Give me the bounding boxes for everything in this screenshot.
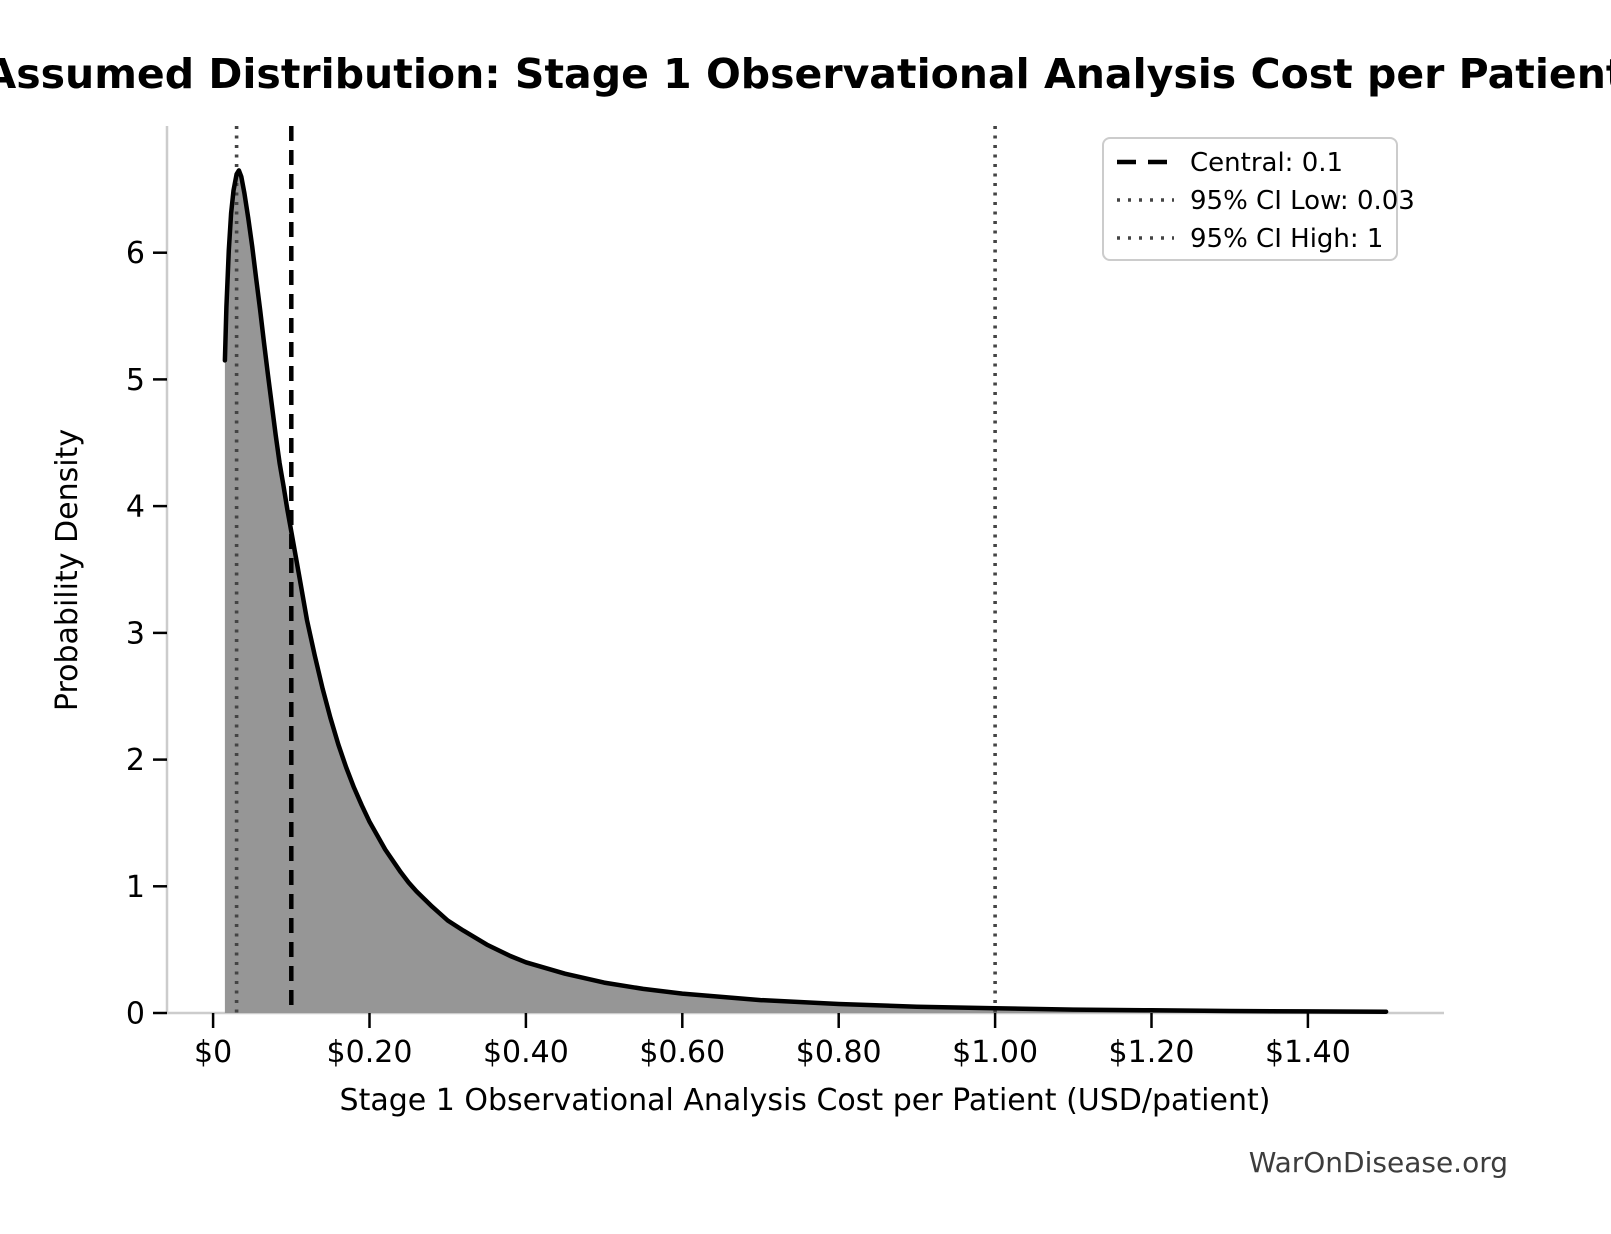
x-tick-label: $0.80: [796, 1035, 882, 1070]
y-tick-label: 1: [126, 870, 145, 905]
x-axis-label: Stage 1 Observational Analysis Cost per …: [340, 1083, 1271, 1118]
legend: Central: 0.1 95% CI Low: 0.03 95% CI Hig…: [1102, 137, 1415, 261]
x-tick-label: $1.00: [952, 1035, 1038, 1070]
y-tick: 0: [126, 997, 167, 1032]
chart-title: Assumed Distribution: Stage 1 Observatio…: [0, 50, 1611, 98]
x-tick: $0.60: [639, 1013, 725, 1070]
legend-entry-ci-high: 95% CI High: 1: [1190, 224, 1383, 254]
legend-entry-central: Central: 0.1: [1190, 148, 1343, 178]
y-tick-label: 6: [126, 236, 145, 271]
y-tick-label: 3: [126, 616, 145, 651]
y-tick-label: 4: [126, 490, 145, 525]
x-tick: $1.00: [952, 1013, 1038, 1070]
x-axis-ticks: $0 $0.20 $0.40 $0.60 $0.80 $1.00 $1.20 $…: [194, 1013, 1351, 1070]
y-tick: 6: [126, 236, 167, 271]
x-tick: $0.40: [483, 1013, 569, 1070]
y-tick: 3: [126, 616, 167, 651]
y-tick: 2: [126, 743, 167, 778]
density-curve: [222, 168, 1389, 1014]
y-tick-label: 5: [126, 363, 145, 398]
x-tick-label: $1.40: [1265, 1035, 1351, 1070]
x-tick: $1.20: [1109, 1013, 1195, 1070]
density-area-fill: [224, 170, 1387, 1013]
x-tick: $0.80: [796, 1013, 882, 1070]
y-tick-label: 2: [126, 743, 145, 778]
x-tick-label: $0.20: [327, 1035, 413, 1070]
x-tick-label: $0.60: [639, 1035, 725, 1070]
y-tick: 4: [126, 490, 167, 525]
y-tick: 5: [126, 363, 167, 398]
y-tick-label: 0: [126, 997, 145, 1032]
legend-box: [1102, 137, 1398, 261]
watermark-text: WarOnDisease.org: [1249, 1146, 1508, 1179]
x-tick: $0: [194, 1013, 232, 1070]
x-tick: $1.40: [1265, 1013, 1351, 1070]
x-tick-label: $1.20: [1109, 1035, 1195, 1070]
x-tick-label: $0: [194, 1035, 232, 1070]
x-tick-label: $0.40: [483, 1035, 569, 1070]
x-tick: $0.20: [327, 1013, 413, 1070]
y-axis-ticks: 0 1 2 3 4 5 6: [126, 236, 167, 1032]
legend-entry-ci-low: 95% CI Low: 0.03: [1190, 186, 1415, 216]
y-tick: 1: [126, 870, 167, 905]
y-axis-label: Probability Density: [50, 429, 85, 711]
